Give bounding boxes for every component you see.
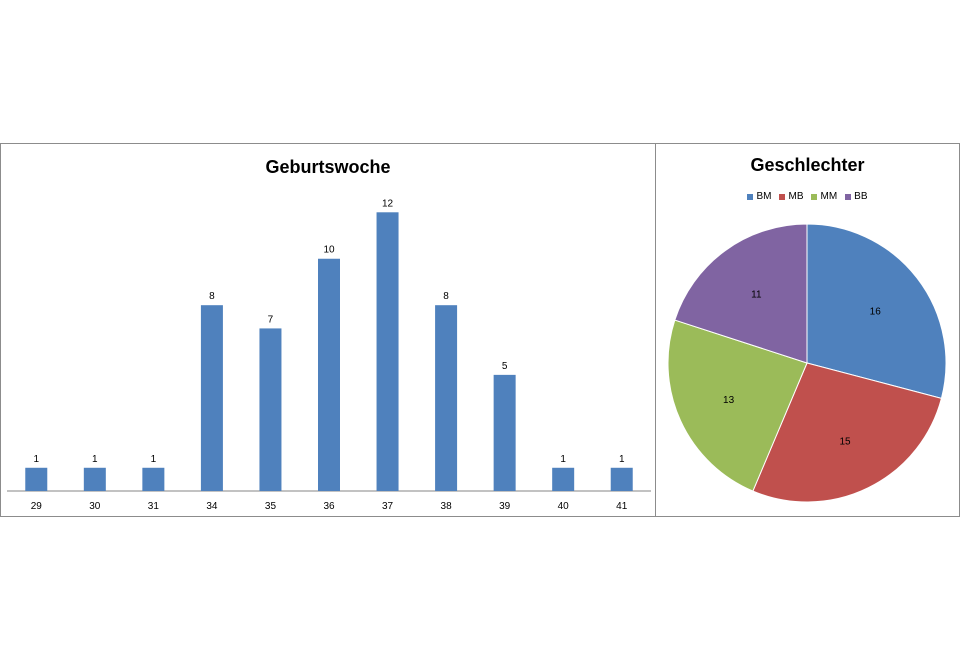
bar-data-label: 8 [443,291,449,302]
legend-item-BM: BM [747,191,771,202]
pie-data-label: 16 [870,306,882,317]
legend-label: BM [756,191,772,202]
bar-34 [200,305,223,491]
bar-39 [493,374,516,491]
legend-label: MM [820,191,838,202]
pie-slice-MB [752,362,943,503]
pie-slice-BB [674,223,808,364]
legend-label: BB [854,191,868,202]
bar-chart-title: Geburtswoche [265,157,391,177]
x-tick-label: 37 [382,501,394,512]
x-tick-label: 34 [206,501,218,512]
pie-slice-BM [806,223,947,399]
pie-data-label: 15 [839,436,851,447]
pie-chart-panel: Geschlechter BM MB MM BB 16 15 13 11 [655,143,960,517]
legend-item-MB: MB [779,191,803,202]
legend-swatch [779,193,786,200]
bar-36 [318,258,340,491]
pie-chart-title: Geschlechter [750,155,865,175]
bar-data-label: 1 [33,454,39,465]
pie-slice-MM [667,319,808,492]
bar-data-label: 1 [619,454,625,465]
bar-data-label: 12 [382,198,394,209]
pie-data-label: 11 [751,289,762,300]
bar-data-label: 7 [268,314,274,325]
x-tick-label: 31 [148,501,160,512]
bar-chart-plot: 1 29 1 30 1 31 8 34 7 35 10 36 12 37 8 38 5 39 1 40 1 41 [7,198,651,512]
bar-29 [25,467,48,491]
legend-swatch [811,193,818,200]
bar-38 [435,305,458,491]
bar-data-label: 1 [151,454,157,465]
x-tick-label: 30 [89,501,101,512]
bar-chart-panel: Geburtswoche 1 29 1 30 1 31 8 34 7 35 10 36 12 37 8 38 5… [0,143,656,517]
bar-data-label: 1 [560,454,566,465]
legend-swatch [747,193,754,200]
bar-37 [376,212,399,491]
x-tick-label: 39 [499,501,511,512]
pie-chart-plot: 16 15 13 11 [667,223,947,503]
bar-data-label: 5 [502,361,508,372]
legend-label: MB [788,191,804,202]
legend-item-MM: MM [811,191,837,202]
x-tick-label: 36 [323,501,335,512]
bar-41 [610,467,633,491]
x-tick-label: 29 [31,501,43,512]
bar-35 [259,328,282,491]
bar-40 [552,467,575,491]
legend-swatch [845,193,852,200]
x-tick-label: 41 [616,501,628,512]
bar-31 [142,467,165,491]
x-tick-label: 38 [441,501,453,512]
bar-data-label: 10 [323,245,335,256]
legend-item-BB: BB [845,191,868,202]
x-tick-label: 40 [558,501,570,512]
bar-data-label: 8 [209,291,215,302]
pie-legend: BM MB MM BB [656,191,959,202]
pie-data-label: 13 [723,395,735,406]
x-tick-label: 35 [265,501,277,512]
bar-30 [83,467,106,491]
bar-data-label: 1 [92,454,98,465]
